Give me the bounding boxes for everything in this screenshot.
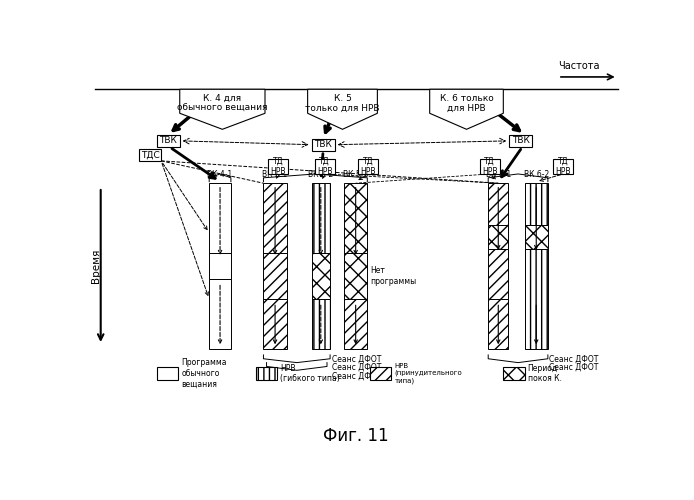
Bar [209, 183, 231, 252]
Text: ТДС: ТДС [141, 150, 160, 159]
Text: Сеанс ДФОТ: Сеанс ДФОТ [332, 354, 381, 364]
Bar [488, 224, 508, 250]
Text: Сеанс ДФОТ: Сеанс ДФОТ [550, 362, 599, 372]
Text: НРВ
(принудительного
типа): НРВ (принудительного типа) [394, 363, 462, 384]
Bar [488, 250, 508, 299]
Bar [312, 138, 335, 151]
Bar [264, 252, 287, 299]
Bar [209, 279, 231, 349]
Bar [314, 158, 335, 174]
Text: ВК 4-1: ВК 4-1 [208, 170, 232, 178]
Text: Период
покоя К.: Период покоя К. [527, 364, 561, 383]
Bar [312, 252, 330, 299]
Bar [139, 148, 161, 161]
Text: ТД
НРВ: ТД НРВ [317, 156, 332, 176]
Bar [157, 134, 180, 147]
Bar [525, 224, 548, 250]
Bar [209, 252, 231, 279]
Text: ТВК: ТВК [314, 140, 332, 149]
Bar [264, 299, 287, 349]
Polygon shape [307, 90, 378, 130]
Text: Нет
программы: Нет программы [371, 266, 416, 285]
Text: Частота: Частота [558, 61, 600, 71]
Text: ТВК: ТВК [159, 136, 177, 145]
Text: ТД
НРВ: ТД НРВ [271, 156, 286, 176]
Bar [312, 183, 330, 252]
Text: Программа
обычного
вещания: Программа обычного вещания [181, 358, 227, 388]
Bar [264, 183, 287, 252]
Text: НРВ
(гибкого типа): НРВ (гибкого типа) [280, 364, 340, 383]
Text: Время: Время [91, 249, 101, 283]
Bar [503, 367, 525, 380]
Bar [358, 158, 378, 174]
Bar [344, 252, 367, 299]
Bar [370, 367, 391, 380]
Text: К. 5
только для НРВ: К. 5 только для НРВ [305, 94, 380, 113]
Text: Сеанс ДФОТ: Сеанс ДФОТ [332, 371, 381, 380]
Bar [509, 134, 532, 147]
Bar [255, 367, 278, 380]
Text: ТД
НРВ: ТД НРВ [556, 156, 571, 176]
Text: ВК 6-1: ВК 6-1 [486, 170, 511, 178]
Text: Фиг. 11: Фиг. 11 [323, 427, 389, 445]
Text: К. 6 только
для НРВ: К. 6 только для НРВ [439, 94, 493, 113]
Bar [312, 299, 330, 349]
Text: ТВК: ТВК [511, 136, 530, 145]
Text: ТД
НРВ: ТД НРВ [360, 156, 376, 176]
Text: К. 4 для
обычного вещания: К. 4 для обычного вещания [177, 94, 268, 113]
Bar [488, 299, 508, 349]
Bar [344, 299, 367, 349]
Bar [480, 158, 500, 174]
Bar [525, 183, 548, 224]
Bar [344, 183, 367, 252]
Bar [525, 250, 548, 349]
Bar [268, 158, 288, 174]
Text: ВК 6-2: ВК 6-2 [524, 170, 549, 178]
Text: ВК 5-3: ВК 5-3 [343, 170, 369, 178]
Text: ВК 5-1: ВК 5-1 [262, 170, 288, 178]
Polygon shape [430, 90, 503, 130]
Text: ВК 5-2: ВК 5-2 [308, 170, 333, 178]
Bar [157, 367, 178, 380]
Text: ТД
НРВ: ТД НРВ [482, 156, 498, 176]
Text: Сеанс ДФОТ: Сеанс ДФОТ [332, 362, 381, 372]
Text: Сеанс ДФОТ: Сеанс ДФОТ [550, 354, 599, 364]
Bar [553, 158, 573, 174]
Bar [488, 183, 508, 224]
Polygon shape [180, 90, 265, 130]
